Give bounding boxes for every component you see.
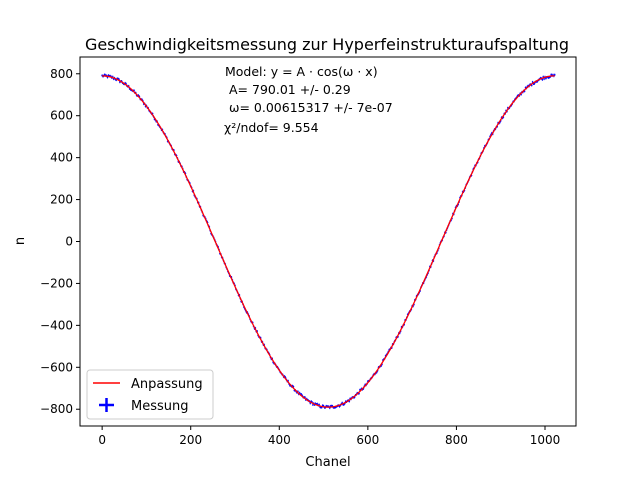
y-tick-label: −200 [40, 276, 73, 290]
y-tick-label: 200 [50, 193, 73, 207]
y-tick-label: 0 [65, 235, 73, 249]
legend-messung-label: Messung [131, 399, 189, 414]
y-tick-label: −400 [40, 318, 73, 332]
plot-area [80, 57, 576, 426]
series-anpassung-line [102, 75, 555, 408]
data-point [553, 73, 556, 76]
x-tick-label: 800 [445, 433, 468, 447]
y-tick-label: −600 [40, 360, 73, 374]
x-axis-label: Chanel [305, 455, 350, 470]
x-tick-label: 0 [98, 433, 106, 447]
annotation-model: Model: y = A · cos(ω · x) [225, 64, 378, 79]
annotation-chi2: χ²/ndof= 9.554 [224, 120, 319, 135]
legend-anpassung-label: Anpassung [131, 377, 203, 392]
chart-title: Geschwindigkeitsmessung zur Hyperfeinstr… [85, 35, 569, 54]
y-tick-label: 800 [50, 67, 73, 81]
y-axis-label: n [13, 237, 28, 245]
x-tick-label: 600 [356, 433, 379, 447]
fit-annotation: Model: y = A · cos(ω · x) A= 790.01 +/- … [224, 64, 393, 135]
x-tick-label: 400 [268, 433, 291, 447]
y-tick-label: 600 [50, 109, 73, 123]
annotation-omega: ω= 0.00615317 +/- 7e-07 [229, 100, 393, 115]
annotation-amplitude: A= 790.01 +/- 0.29 [229, 82, 351, 97]
y-axis-ticks: −800 −600 −400 −200 0 200 400 600 800 [40, 67, 80, 416]
y-tick-label: 400 [50, 151, 73, 165]
x-tick-label: 1000 [530, 433, 561, 447]
legend: Anpassung Messung [86, 369, 214, 420]
legend-messung-swatch [99, 398, 114, 412]
x-axis-ticks: 0 200 400 600 800 1000 [98, 426, 560, 447]
x-tick-label: 200 [179, 433, 202, 447]
y-tick-label: −800 [40, 402, 73, 416]
